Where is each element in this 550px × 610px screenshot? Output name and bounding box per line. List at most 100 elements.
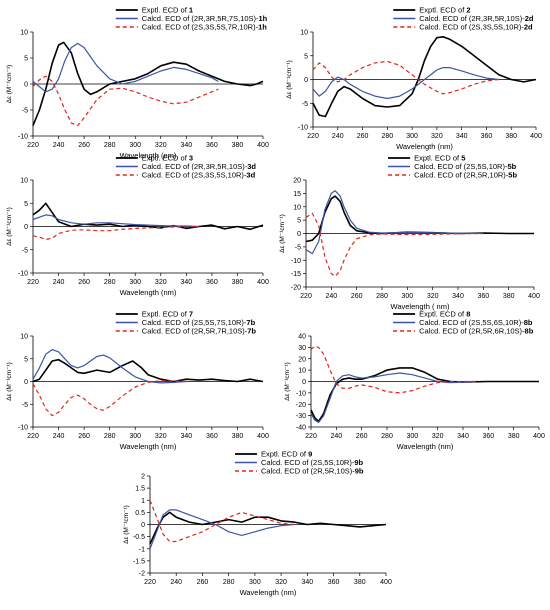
y-tick-label: -20 (291, 285, 301, 292)
x-tick-label: 400 (380, 579, 392, 586)
series-line-1 (312, 36, 537, 118)
x-axis-label: Wavelength (nm) (120, 442, 177, 451)
y-tick-label: 10 (20, 334, 28, 341)
x-tick-label: 280 (104, 142, 116, 149)
series-line-2 (312, 67, 499, 100)
x-tick-label: 280 (376, 293, 388, 300)
series-line-3 (305, 212, 484, 277)
y-tick-label: 30 (298, 345, 306, 352)
x-tick-label: 380 (232, 279, 244, 286)
legend-entry-3: Calcd. ECD of (2S,3S,5S,10R)-3d (142, 171, 256, 180)
x-tick-label: 400 (257, 433, 269, 440)
legend-entry-1: Exptl. ECD of 3 (142, 154, 193, 163)
x-tick-label: 300 (129, 142, 141, 149)
x-tick-label: 260 (78, 279, 90, 286)
y-tick-label: 5 (24, 201, 28, 208)
y-tick-label: -10 (296, 390, 306, 397)
x-tick-label: 220 (307, 133, 319, 140)
y-tick-label: 10 (20, 30, 28, 37)
y-tick-label: 5 (304, 53, 308, 60)
x-tick-label: 300 (129, 433, 141, 440)
x-tick-label: 240 (53, 142, 65, 149)
x-axis-label: Wavelength ( nm) (391, 302, 450, 311)
x-tick-label: 320 (155, 279, 167, 286)
series-line-1 (32, 358, 264, 383)
series-line-2 (32, 349, 187, 384)
series-line-2 (305, 190, 484, 255)
chart-panel-7: -10 -5 0 5 10 220 240 260 280 300 320 340 360 380 400 W… (6, 310, 269, 452)
x-tick-label: 400 (533, 433, 545, 440)
series-line-2 (32, 214, 200, 228)
y-tick-label: 1.5 (135, 486, 145, 493)
y-tick-label: -5 (22, 402, 28, 409)
chart-panel-8: -40 -30 -20 -10 0 10 20 30 40 220 240 260 280 300 320 3… (284, 310, 545, 452)
x-tick-label: 320 (431, 133, 443, 140)
x-tick-label: 340 (456, 133, 468, 140)
x-axis-label: Wavelength (nm) (396, 142, 453, 151)
legend-entry-2: Calcd. ECD of (2S,5S,7S,10R)-7b (142, 318, 256, 327)
y-tick-label: 0 (304, 77, 308, 84)
x-tick-label: 340 (301, 579, 313, 586)
x-tick-label: 400 (257, 279, 269, 286)
chart-panel-1: -10 -5 0 5 10 220 240 260 280 300 320 340 360 380 400 W… (6, 6, 269, 161)
x-tick-label: 300 (401, 293, 413, 300)
series-line-3 (32, 75, 219, 127)
y-tick-label: 0 (141, 522, 145, 529)
series-line-3 (32, 225, 200, 241)
legend-entry-1: Exptl. ECD of 8 (419, 310, 470, 319)
legend-entry-3: Calcd. ECD of (2R,5R,7R,10S)-7b (142, 327, 257, 336)
x-tick-label: 360 (206, 142, 218, 149)
legend-entry-3: Calcd. ECD of (2R,5R,10S)-9b (261, 467, 364, 476)
x-tick-label: 240 (53, 279, 65, 286)
y-tick-label: 2 (141, 474, 145, 481)
legend-entry-2: Calcd. ECD of (2S,5S,10R)-5b (414, 162, 517, 171)
y-tick-label: 0 (24, 379, 28, 386)
x-tick-label: 280 (381, 433, 393, 440)
x-tick-label: 340 (452, 293, 464, 300)
x-tick-label: 240 (53, 433, 65, 440)
y-tick-label: -40 (296, 425, 306, 432)
y-tick-label: 0 (302, 379, 306, 386)
y-tick-label: 0.5 (135, 510, 145, 517)
series-line-3 (310, 345, 476, 394)
x-tick-label: 380 (232, 142, 244, 149)
y-tick-label: 40 (298, 334, 306, 341)
x-tick-label: 360 (206, 279, 218, 286)
y-tick-label: -5 (22, 108, 28, 115)
x-tick-label: 360 (206, 433, 218, 440)
chart-panel-3: -10 -5 0 5 10 220 240 260 280 300 320 340 360 380 400 W… (6, 154, 269, 298)
series-line-3 (312, 60, 499, 95)
x-tick-label: 380 (354, 579, 366, 586)
chart-panel-5: -20 -15 -10 -5 0 5 10 15 20 220 240 260 280 300 320 340… (279, 154, 540, 312)
x-tick-label: 240 (325, 293, 337, 300)
x-tick-label: 320 (155, 433, 167, 440)
x-tick-label: 260 (357, 133, 369, 140)
x-tick-label: 260 (351, 293, 363, 300)
x-axis-label: Wavelength (nm) (120, 151, 177, 160)
x-tick-label: 340 (180, 279, 192, 286)
x-tick-label: 220 (305, 433, 317, 440)
x-tick-label: 380 (508, 433, 520, 440)
chart-panel-9: -2 -1.5 -1 -0.5 0 0.5 1 1.5 2 220 240 260 280 300 320 3… (123, 450, 392, 598)
legend-entry-2: Calcd. ECD of (2S,5S,10R)-9b (261, 458, 364, 467)
x-tick-label: 380 (505, 133, 517, 140)
x-tick-label: 260 (197, 579, 209, 586)
x-tick-label: 300 (249, 579, 261, 586)
x-tick-label: 220 (144, 579, 156, 586)
x-tick-label: 300 (406, 133, 418, 140)
y-tick-label: 20 (293, 178, 301, 185)
x-tick-label: 280 (104, 433, 116, 440)
y-axis-label: Δε (M⁻¹cm⁻¹) (286, 60, 293, 99)
x-tick-label: 220 (27, 142, 39, 149)
x-tick-label: 360 (481, 133, 493, 140)
x-tick-label: 360 (328, 579, 340, 586)
series-line-3 (32, 380, 187, 417)
x-tick-label: 220 (27, 433, 39, 440)
x-tick-label: 360 (482, 433, 494, 440)
x-tick-label: 320 (155, 142, 167, 149)
y-tick-label: -1.5 (133, 558, 145, 565)
x-tick-label: 280 (381, 133, 393, 140)
y-tick-label: -10 (298, 125, 308, 132)
legend-entry-2: Calcd. ECD of (2S,5S,6S,10R)-8b (419, 318, 533, 327)
